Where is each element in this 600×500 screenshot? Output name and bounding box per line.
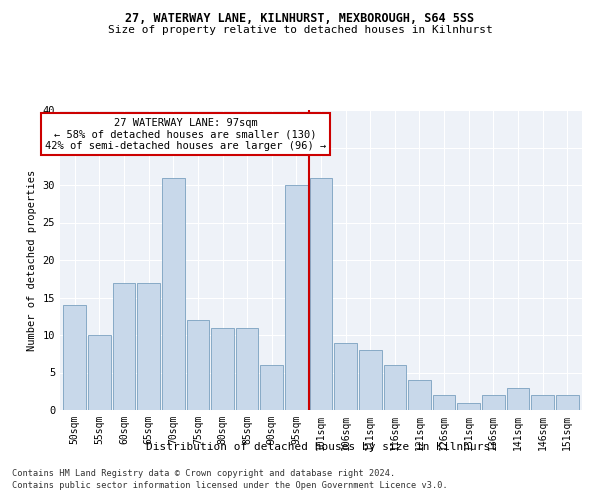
Bar xyxy=(408,380,431,410)
Bar xyxy=(334,342,357,410)
Bar xyxy=(236,328,259,410)
Bar xyxy=(211,328,234,410)
Bar xyxy=(310,178,332,410)
Bar xyxy=(433,395,455,410)
Bar xyxy=(482,395,505,410)
Text: 27, WATERWAY LANE, KILNHURST, MEXBOROUGH, S64 5SS: 27, WATERWAY LANE, KILNHURST, MEXBOROUGH… xyxy=(125,12,475,26)
Bar xyxy=(556,395,578,410)
Bar xyxy=(137,282,160,410)
Bar xyxy=(88,335,111,410)
Y-axis label: Number of detached properties: Number of detached properties xyxy=(27,170,37,350)
Bar xyxy=(162,178,185,410)
Bar xyxy=(383,365,406,410)
Text: Contains public sector information licensed under the Open Government Licence v3: Contains public sector information licen… xyxy=(12,481,448,490)
Bar xyxy=(506,388,529,410)
Bar xyxy=(260,365,283,410)
Bar xyxy=(531,395,554,410)
Text: Contains HM Land Registry data © Crown copyright and database right 2024.: Contains HM Land Registry data © Crown c… xyxy=(12,468,395,477)
Text: 27 WATERWAY LANE: 97sqm
← 58% of detached houses are smaller (130)
42% of semi-d: 27 WATERWAY LANE: 97sqm ← 58% of detache… xyxy=(45,118,326,150)
Bar xyxy=(359,350,382,410)
Bar xyxy=(285,185,308,410)
Bar xyxy=(187,320,209,410)
Bar xyxy=(64,305,86,410)
Text: Distribution of detached houses by size in Kilnhurst: Distribution of detached houses by size … xyxy=(146,442,497,452)
Text: Size of property relative to detached houses in Kilnhurst: Size of property relative to detached ho… xyxy=(107,25,493,35)
Bar xyxy=(113,282,136,410)
Bar xyxy=(457,402,480,410)
